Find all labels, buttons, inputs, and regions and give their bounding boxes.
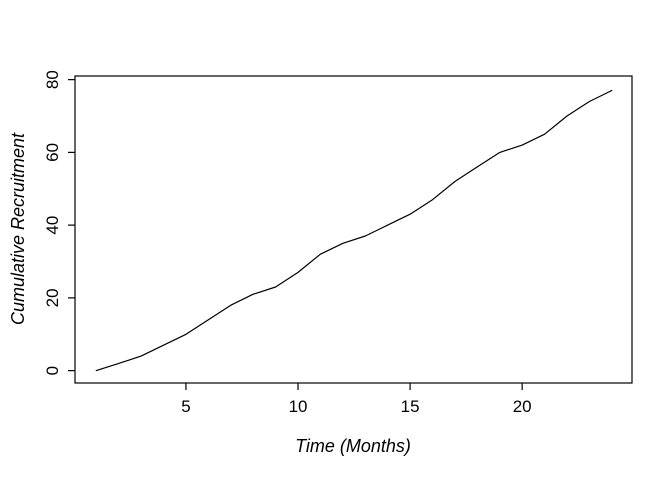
y-tick-label: 0	[43, 366, 62, 375]
y-tick-label: 80	[43, 70, 62, 89]
y-tick-label: 40	[43, 216, 62, 235]
plot-box	[74, 75, 633, 384]
x-tick-label: 5	[181, 397, 190, 416]
y-axis: 0 20 40 60 80	[43, 70, 75, 375]
x-tick-label: 10	[289, 397, 308, 416]
series-line	[95, 89, 613, 372]
x-axis-title: Time (Months)	[295, 436, 411, 456]
y-axis-title: Cumulative Recruitment	[8, 132, 28, 325]
y-tick-label: 60	[43, 143, 62, 162]
series-group	[95, 89, 613, 372]
x-tick-label: 15	[401, 397, 420, 416]
y-tick-label: 20	[43, 288, 62, 307]
x-tick-label: 20	[513, 397, 532, 416]
x-axis: 5 10 15 20	[181, 383, 532, 416]
